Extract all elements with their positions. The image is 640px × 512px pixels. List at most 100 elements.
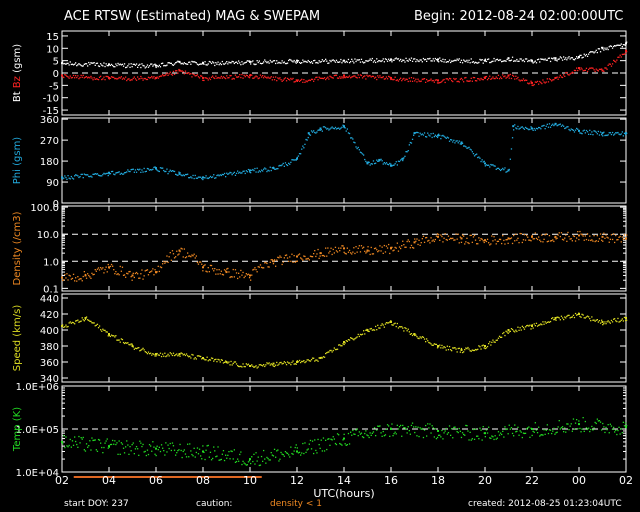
data-point xyxy=(428,240,429,241)
data-point xyxy=(538,427,539,428)
data-point xyxy=(411,58,412,59)
data-point xyxy=(88,445,89,446)
data-point xyxy=(178,449,179,450)
data-point xyxy=(409,59,410,60)
data-point xyxy=(261,76,262,77)
data-point xyxy=(605,234,606,235)
ytick-label-density: 1.0 xyxy=(43,257,59,268)
data-point xyxy=(103,77,104,78)
data-point xyxy=(468,243,469,244)
data-point xyxy=(139,64,140,65)
data-point xyxy=(200,177,201,178)
data-point xyxy=(553,241,554,242)
data-point xyxy=(338,248,339,249)
data-point xyxy=(560,319,561,320)
data-point xyxy=(401,436,402,437)
data-point xyxy=(448,349,449,350)
data-point xyxy=(395,323,396,324)
data-point xyxy=(189,356,190,357)
data-point xyxy=(462,62,463,63)
data-point xyxy=(612,321,613,322)
data-point xyxy=(446,428,447,429)
data-point xyxy=(187,64,188,65)
data-point xyxy=(495,239,496,240)
data-point xyxy=(502,431,503,432)
data-point xyxy=(376,160,377,161)
data-point xyxy=(359,59,360,60)
data-point xyxy=(387,247,388,248)
data-point xyxy=(191,76,192,77)
data-point xyxy=(141,78,142,79)
data-point xyxy=(94,322,95,323)
data-point xyxy=(340,78,341,79)
data-point xyxy=(585,55,586,56)
data-point xyxy=(503,240,504,241)
data-point xyxy=(420,245,421,246)
data-point xyxy=(320,252,322,254)
data-point xyxy=(430,79,431,80)
data-point xyxy=(96,271,97,272)
data-point xyxy=(624,234,625,235)
data-point xyxy=(313,253,314,254)
data-point xyxy=(127,273,128,274)
data-point xyxy=(235,361,236,362)
data-point xyxy=(454,347,455,348)
data-point xyxy=(615,235,616,236)
data-point xyxy=(574,131,575,132)
data-point xyxy=(113,335,114,336)
data-point xyxy=(151,355,152,356)
data-point xyxy=(613,233,614,234)
data-point xyxy=(319,60,320,61)
data-point xyxy=(255,171,256,172)
data-point xyxy=(424,429,425,430)
data-point xyxy=(303,360,304,361)
data-point xyxy=(398,251,399,252)
data-point xyxy=(269,266,270,267)
data-point xyxy=(452,238,453,239)
data-point xyxy=(214,268,215,269)
data-point xyxy=(428,427,429,428)
data-point xyxy=(625,317,627,319)
data-point xyxy=(483,63,484,64)
data-point xyxy=(114,440,115,441)
data-point xyxy=(162,354,163,355)
data-point xyxy=(424,338,425,339)
data-point xyxy=(228,77,229,78)
data-point xyxy=(404,156,405,157)
data-point xyxy=(454,239,455,240)
data-point xyxy=(435,239,436,240)
data-point xyxy=(390,164,391,165)
data-point xyxy=(587,429,588,430)
data-point xyxy=(236,363,237,364)
data-point xyxy=(468,348,469,349)
data-point xyxy=(322,131,323,132)
data-point xyxy=(409,331,410,332)
data-point xyxy=(497,340,498,341)
data-point xyxy=(416,435,417,436)
data-point xyxy=(393,433,394,434)
data-point xyxy=(87,174,88,175)
data-point xyxy=(440,347,441,348)
data-point xyxy=(391,61,392,62)
data-point xyxy=(464,435,465,436)
data-point xyxy=(349,133,350,134)
data-point xyxy=(536,429,537,430)
data-point xyxy=(98,79,99,80)
data-point xyxy=(298,155,299,156)
data-point xyxy=(498,431,499,432)
data-point xyxy=(561,316,562,317)
data-point xyxy=(500,433,501,434)
data-point xyxy=(455,348,456,349)
data-point xyxy=(625,53,626,54)
data-point xyxy=(409,241,410,242)
data-point xyxy=(538,236,539,237)
data-point xyxy=(584,130,585,131)
data-point xyxy=(520,430,521,431)
data-point xyxy=(325,127,326,128)
data-point xyxy=(509,78,510,79)
data-point xyxy=(348,433,349,434)
data-point xyxy=(236,461,237,462)
data-point xyxy=(595,71,596,72)
data-point xyxy=(210,359,211,360)
data-point xyxy=(386,162,387,163)
